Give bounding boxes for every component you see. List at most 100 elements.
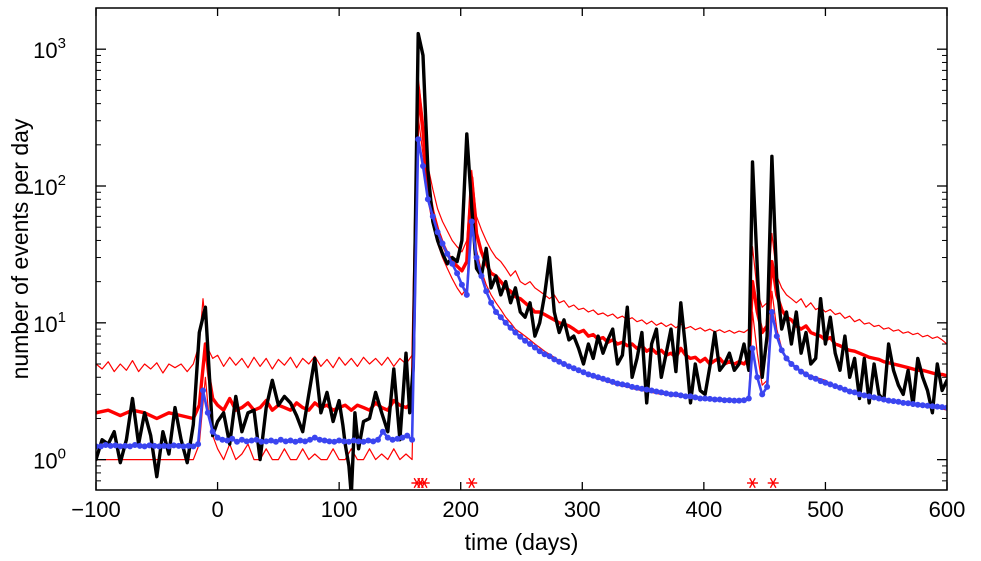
series-point	[468, 218, 475, 225]
series-point	[200, 387, 206, 394]
series-point	[234, 438, 240, 445]
series-point	[527, 341, 533, 347]
series-line-model-mean	[96, 86, 947, 421]
series-point	[531, 344, 538, 351]
series-point	[759, 391, 766, 398]
series-point	[379, 428, 386, 435]
series-point	[653, 388, 660, 395]
series-point	[561, 361, 567, 367]
series-point	[638, 385, 645, 392]
series-point	[394, 435, 401, 442]
series-point	[731, 397, 738, 404]
series-point	[663, 390, 670, 397]
x-axis-label: time (days)	[465, 529, 579, 555]
series-point	[885, 397, 892, 404]
series-point	[243, 438, 250, 445]
series-point	[473, 254, 480, 261]
series-point	[117, 443, 124, 450]
series-point	[224, 437, 231, 444]
series-point	[711, 396, 718, 403]
series-point	[517, 333, 524, 340]
series-point	[424, 196, 431, 203]
series-point	[924, 402, 931, 409]
series-point	[910, 401, 916, 407]
y-axis-label: number of events per day	[7, 118, 33, 379]
series-point	[803, 371, 809, 378]
series-point	[136, 442, 143, 449]
series-point	[846, 388, 853, 395]
series-point	[866, 393, 873, 400]
series-point	[851, 389, 858, 396]
series-point	[648, 387, 655, 394]
event-marker-layer	[411, 477, 779, 489]
series-point	[741, 397, 747, 404]
series-point	[370, 438, 377, 445]
series-point	[326, 438, 333, 445]
series-point	[463, 291, 470, 298]
x-tick-label: 600	[929, 497, 966, 522]
series-point	[497, 314, 504, 321]
series-point	[668, 391, 674, 398]
series-point	[595, 374, 602, 381]
x-tick-label: 0	[211, 497, 223, 522]
series-point	[458, 281, 465, 288]
series-point	[483, 288, 490, 295]
series-point	[97, 443, 104, 450]
series-point	[146, 442, 153, 449]
series-point	[365, 437, 372, 444]
series-point	[880, 396, 887, 403]
series-line-observed	[96, 31, 947, 490]
series-point	[827, 381, 834, 388]
series-point	[624, 382, 631, 389]
series-point	[841, 386, 848, 393]
series-point	[161, 442, 168, 449]
plot-frame	[95, 7, 948, 491]
series-line-background-rate	[96, 137, 947, 448]
series-point	[687, 393, 694, 400]
series-point	[793, 364, 800, 371]
series-point	[297, 437, 304, 444]
series-point	[768, 309, 775, 315]
series-point	[316, 436, 323, 443]
series-point	[219, 436, 226, 443]
series-point	[102, 442, 109, 448]
series-point	[702, 395, 709, 402]
series-point	[277, 436, 284, 443]
series-point	[415, 136, 422, 143]
series-point	[409, 436, 416, 443]
series-point	[107, 442, 114, 449]
series-point	[122, 442, 129, 449]
series-point	[536, 348, 543, 355]
series-point	[258, 438, 265, 445]
series-point	[454, 270, 461, 277]
x-tick-label: 200	[442, 497, 479, 522]
series-layer	[96, 31, 947, 490]
series-point	[204, 409, 211, 416]
series-point	[360, 438, 367, 445]
series-point	[522, 337, 529, 344]
series-point	[209, 428, 216, 435]
series-point	[871, 394, 878, 401]
series-point	[798, 368, 805, 375]
series-point	[773, 333, 780, 340]
series-point	[282, 438, 289, 445]
series-point	[600, 375, 606, 382]
series-point	[736, 397, 743, 404]
series-point	[861, 392, 868, 399]
series-point	[331, 438, 338, 445]
series-point	[268, 437, 275, 444]
series-point	[175, 442, 182, 449]
series-point	[672, 391, 679, 398]
series-point	[585, 371, 592, 378]
series-point	[565, 363, 572, 370]
y-tick-label: 103	[33, 35, 66, 63]
series-point	[112, 442, 119, 449]
series-point	[311, 434, 318, 441]
series-point	[749, 345, 756, 352]
series-point	[185, 442, 192, 449]
series-point	[890, 398, 897, 405]
series-point	[321, 437, 328, 444]
series-point	[253, 436, 260, 443]
series-point	[614, 380, 621, 387]
series-point	[156, 443, 163, 450]
